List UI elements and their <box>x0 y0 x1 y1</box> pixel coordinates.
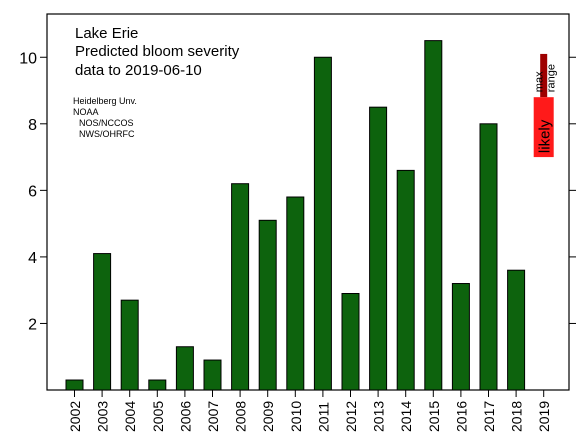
x-tick-label-2018: 2018 <box>509 401 525 432</box>
y-tick-label-8: 8 <box>28 117 37 134</box>
bar-2017 <box>479 123 498 391</box>
bar-2011 <box>313 56 332 391</box>
title-line-1: Lake Erie <box>75 25 138 42</box>
bars <box>65 40 526 391</box>
bar-2016 <box>451 283 470 391</box>
y-axis: 2 4 6 8 10 <box>19 50 576 333</box>
x-tick-label-2015: 2015 <box>426 401 442 432</box>
bar-2004 <box>120 299 139 391</box>
x-tick-label-2010: 2010 <box>288 401 304 432</box>
bar-2012 <box>341 293 360 391</box>
x-tick-label-2019: 2019 <box>536 401 552 432</box>
bar-2002 <box>65 379 84 391</box>
x-tick-label-2008: 2008 <box>233 401 249 432</box>
plot-frame <box>46 13 570 391</box>
x-axis: 2002 2003 2004 2005 2006 2007 2008 2009 2010 2011… <box>67 390 552 432</box>
plot-border <box>46 13 570 391</box>
likely-label: likely <box>537 119 554 153</box>
y-tick-label-2: 2 <box>28 316 37 333</box>
x-tick-label-2014: 2014 <box>398 401 414 432</box>
bar-2015 <box>424 40 443 391</box>
x-tick-label-2006: 2006 <box>177 401 193 432</box>
bar-2018 <box>507 269 526 391</box>
x-tick-label-2011: 2011 <box>315 402 331 432</box>
y-tick-label-4: 4 <box>28 250 37 267</box>
bar-2014 <box>396 169 415 391</box>
credit-nws-ohrfc: NWS/OHRFC <box>79 129 135 139</box>
credits-block: Heidelberg Unv. NOAA NOS/NCCOS NWS/OHRFC <box>73 96 137 139</box>
bar-2009 <box>258 219 277 391</box>
bar-2006 <box>175 346 194 391</box>
x-tick-label-2004: 2004 <box>122 401 138 432</box>
bar-2003 <box>93 253 112 391</box>
credit-heidelberg: Heidelberg Unv. <box>73 96 137 106</box>
bar-2007 <box>203 359 222 391</box>
title-line-2: Predicted bloom severity <box>75 43 240 60</box>
bar-2013 <box>369 106 388 391</box>
x-tick-label-2009: 2009 <box>260 401 276 432</box>
bar-2010 <box>286 196 305 391</box>
max-range-marker <box>540 53 548 98</box>
x-tick-label-2003: 2003 <box>95 401 111 432</box>
title-block: Lake Erie Predicted bloom severity data … <box>75 25 240 79</box>
credit-nos-nccos: NOS/NCCOS <box>79 118 134 128</box>
forecast-2019: likely max range <box>533 53 558 158</box>
x-tick-label-2002: 2002 <box>67 401 83 432</box>
x-tick-label-2016: 2016 <box>453 401 469 432</box>
max-label-line-1: max <box>534 71 546 92</box>
credit-noaa: NOAA <box>73 107 99 117</box>
bar-2005 <box>148 379 167 391</box>
x-tick-label-2017: 2017 <box>481 401 497 432</box>
y-tick-label-6: 6 <box>28 183 37 200</box>
y-tick-label-10: 10 <box>19 50 37 67</box>
x-tick-label-2013: 2013 <box>371 401 387 432</box>
bar-2008 <box>231 183 250 391</box>
max-label-line-2: range <box>546 64 558 92</box>
title-line-3: data to 2019-06-10 <box>75 62 202 79</box>
likely-range-marker <box>533 97 554 158</box>
x-tick-label-2007: 2007 <box>205 401 221 432</box>
x-tick-label-2005: 2005 <box>150 401 166 432</box>
x-tick-label-2012: 2012 <box>343 401 359 432</box>
